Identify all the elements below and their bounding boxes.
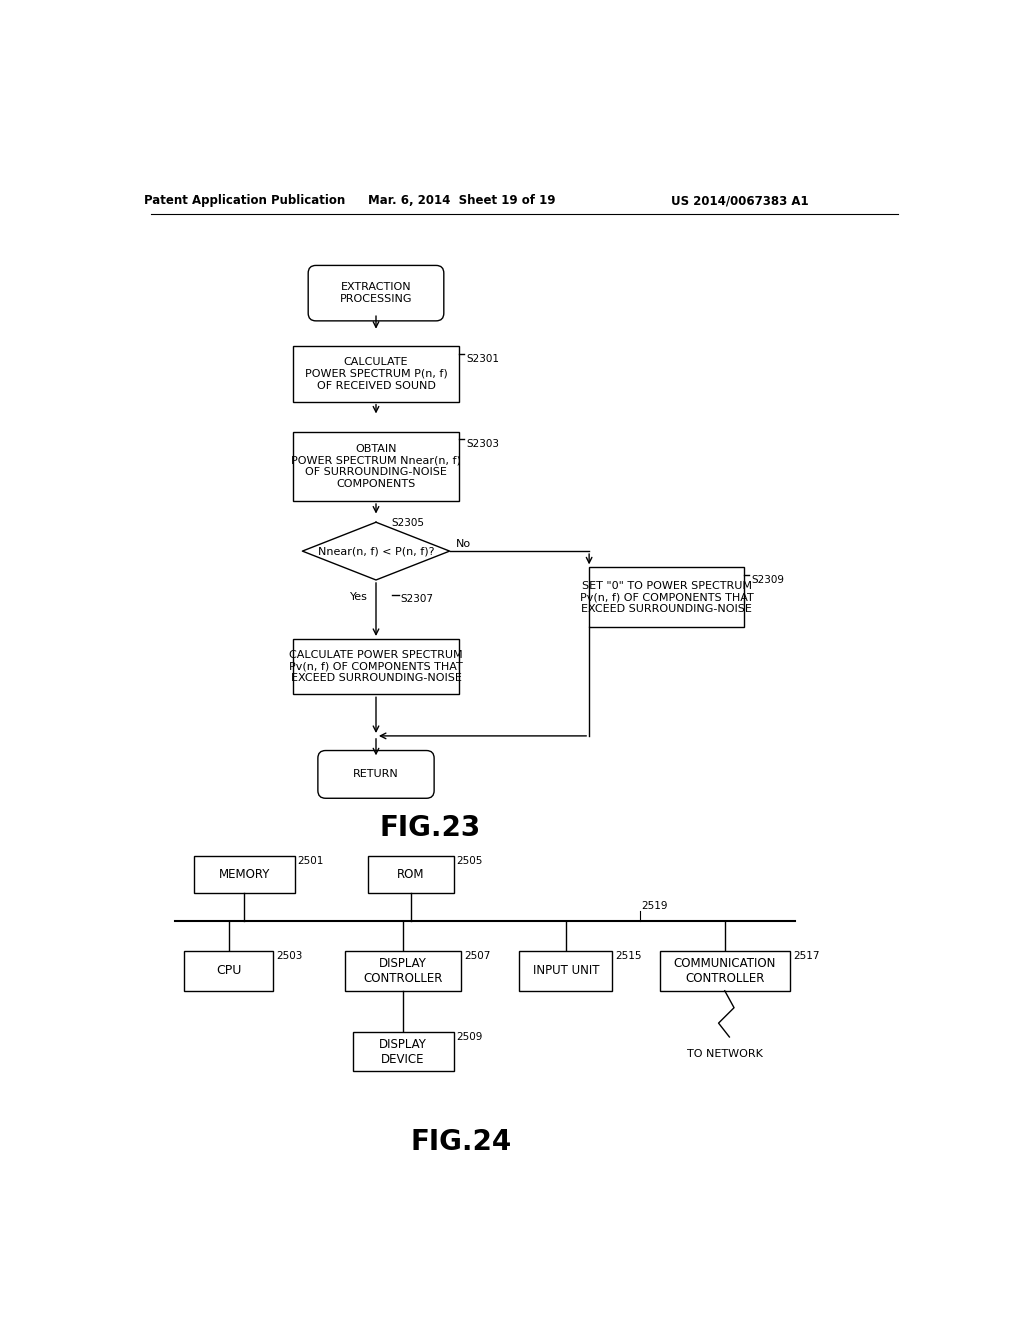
- Text: SET "0" TO POWER SPECTRUM
Pv(n, f) OF COMPONENTS THAT
EXCEED SURROUNDING-NOISE: SET "0" TO POWER SPECTRUM Pv(n, f) OF CO…: [580, 581, 754, 614]
- FancyBboxPatch shape: [293, 346, 460, 401]
- Text: 2503: 2503: [276, 950, 303, 961]
- Text: S2303: S2303: [466, 440, 500, 449]
- Text: 2505: 2505: [457, 857, 483, 866]
- FancyBboxPatch shape: [519, 950, 612, 991]
- Text: MEMORY: MEMORY: [218, 869, 270, 880]
- Text: S2309: S2309: [751, 576, 784, 585]
- FancyBboxPatch shape: [293, 432, 460, 502]
- Text: COMMUNICATION
CONTROLLER: COMMUNICATION CONTROLLER: [674, 957, 776, 985]
- Text: ROM: ROM: [397, 869, 425, 880]
- FancyBboxPatch shape: [293, 639, 460, 694]
- Text: CALCULATE POWER SPECTRUM
Pv(n, f) OF COMPONENTS THAT
EXCEED SURROUNDING-NOISE: CALCULATE POWER SPECTRUM Pv(n, f) OF COM…: [289, 649, 463, 684]
- Text: FIG.24: FIG.24: [411, 1129, 512, 1156]
- FancyBboxPatch shape: [308, 265, 443, 321]
- FancyBboxPatch shape: [345, 950, 461, 991]
- Text: 2501: 2501: [298, 857, 325, 866]
- Text: INPUT UNIT: INPUT UNIT: [532, 964, 599, 977]
- FancyBboxPatch shape: [194, 857, 295, 892]
- Text: Patent Application Publication: Patent Application Publication: [143, 194, 345, 207]
- FancyBboxPatch shape: [352, 1032, 454, 1071]
- Text: 2509: 2509: [457, 1032, 483, 1043]
- Text: FIG.23: FIG.23: [380, 814, 481, 842]
- Text: Mar. 6, 2014  Sheet 19 of 19: Mar. 6, 2014 Sheet 19 of 19: [368, 194, 555, 207]
- Text: EXTRACTION
PROCESSING: EXTRACTION PROCESSING: [340, 282, 413, 304]
- Text: DISPLAY
DEVICE: DISPLAY DEVICE: [379, 1038, 427, 1065]
- Text: CALCULATE
POWER SPECTRUM P(n, f)
OF RECEIVED SOUND: CALCULATE POWER SPECTRUM P(n, f) OF RECE…: [304, 358, 447, 391]
- Text: Nnear(n, f) < P(n, f)?: Nnear(n, f) < P(n, f)?: [317, 546, 434, 556]
- Text: DISPLAY
CONTROLLER: DISPLAY CONTROLLER: [364, 957, 442, 985]
- Text: US 2014/0067383 A1: US 2014/0067383 A1: [672, 194, 809, 207]
- FancyBboxPatch shape: [369, 857, 454, 892]
- Text: CPU: CPU: [216, 964, 242, 977]
- FancyBboxPatch shape: [317, 751, 434, 799]
- Text: 2519: 2519: [641, 902, 668, 911]
- FancyBboxPatch shape: [589, 568, 744, 627]
- Text: RETURN: RETURN: [353, 770, 399, 779]
- Text: S2307: S2307: [400, 594, 434, 603]
- FancyBboxPatch shape: [659, 950, 790, 991]
- FancyBboxPatch shape: [184, 950, 273, 991]
- Text: TO NETWORK: TO NETWORK: [687, 1048, 763, 1059]
- Text: S2305: S2305: [391, 519, 425, 528]
- Text: OBTAIN
POWER SPECTRUM Nnear(n, f)
OF SURROUNDING-NOISE
COMPONENTS: OBTAIN POWER SPECTRUM Nnear(n, f) OF SUR…: [291, 444, 461, 488]
- Text: 2515: 2515: [615, 950, 642, 961]
- Text: 2507: 2507: [464, 950, 490, 961]
- Polygon shape: [302, 523, 450, 579]
- Text: 2517: 2517: [793, 950, 819, 961]
- Text: Yes: Yes: [350, 591, 369, 602]
- Text: S2301: S2301: [466, 354, 500, 364]
- Text: No: No: [456, 539, 471, 549]
